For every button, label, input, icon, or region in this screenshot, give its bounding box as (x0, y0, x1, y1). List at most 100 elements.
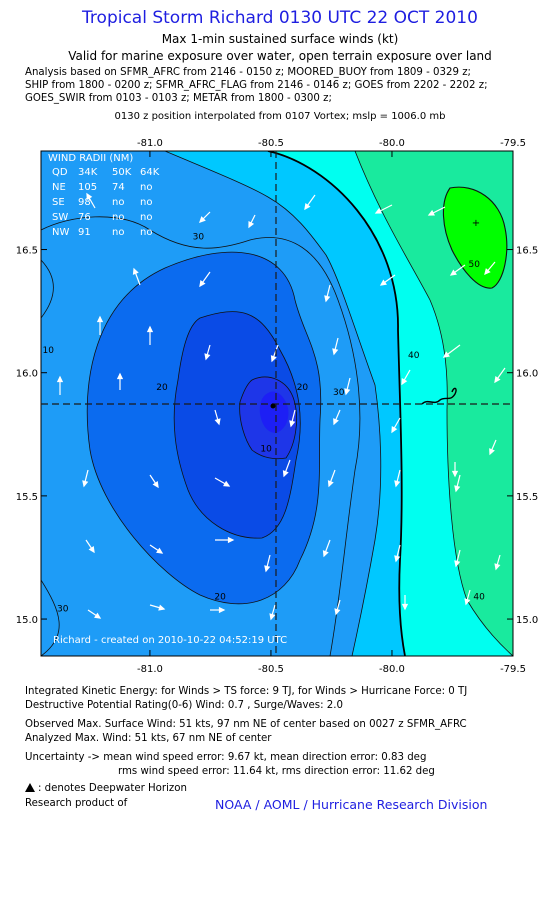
contour-line-50 (354, 151, 513, 656)
wind-arrow-head (494, 376, 501, 384)
wind-radii-cell: 76 (78, 212, 91, 223)
wind-arrow-head (442, 351, 450, 358)
wind-radii-cell: no (140, 212, 152, 223)
contour-line-60 (442, 186, 508, 289)
wind-radii-header: 34K (78, 167, 98, 178)
analysis-line-3: GOES_SWIR from 0103 - 0103 z; METAR from… (25, 93, 332, 104)
wind-arrow-head (324, 295, 331, 303)
contour-label: 20 (297, 383, 309, 393)
y-tick-label-left: 15.5 (16, 492, 38, 503)
wind-radii-cell: no (112, 212, 124, 223)
contour-label: 20 (156, 383, 168, 393)
wind-arrow-head (214, 418, 221, 426)
dpr-line: Destructive Potential Rating(0-6) Wind: … (25, 700, 343, 711)
contour-line-20 (173, 311, 301, 539)
analysis-line-2: SHIP from 1800 - 0200 z; SFMR_AFRC_FLAG … (25, 80, 488, 91)
y-tick-label-right: 15.5 (516, 492, 538, 503)
noaa-aoml-link[interactable]: NOAA / AOML / Hurricane Research Divisio… (215, 797, 488, 812)
wind-arrow-head (489, 448, 495, 456)
contour-line-34kt (267, 151, 406, 656)
wind-arrow-head (56, 375, 64, 383)
wind-radii-cell: 74 (112, 182, 125, 193)
x-tick-label-bottom: -81.0 (137, 664, 163, 675)
wind-arrow-head (333, 418, 339, 426)
wind-radii-cell: no (140, 197, 152, 208)
wind-arrow-head (82, 480, 89, 488)
analysis-line-1: Analysis based on SFMR_AFRC from 2146 - … (25, 67, 471, 78)
wind-arrow-head (289, 420, 296, 428)
uncertainty-line-1: Uncertainty -> mean wind speed error: 9.… (25, 752, 427, 763)
wind-arrow-head (391, 426, 398, 434)
contour-line-30-east (164, 151, 382, 656)
wind-radii-cell: 98 (78, 197, 91, 208)
wind-radii-title: WIND RADII (NM) (48, 153, 133, 164)
position-line: 0130 z position interpolated from 0107 V… (114, 111, 446, 122)
wind-arrow-head (322, 550, 329, 558)
wind-arrow-head (88, 546, 95, 554)
contour-label: 40 (473, 592, 485, 602)
contour-line-core (239, 376, 297, 460)
contour-line-10 (86, 251, 322, 605)
contour-line-outer-10 (41, 259, 60, 656)
wind-arrow-head (146, 325, 154, 333)
wind-arrow-head (156, 547, 164, 554)
wind-arrow-head (116, 372, 124, 380)
wind-radii-cell: no (140, 182, 152, 193)
analyzed-max-line: Analyzed Max. Wind: 51 kts, 67 nm NE of … (25, 733, 272, 744)
ike-line: Integrated Kinetic Energy: for Winds > T… (25, 686, 468, 697)
field-band-60 (443, 187, 507, 289)
wind-arrow-head (494, 563, 501, 571)
wind-arrow-head (484, 268, 491, 276)
wind-radii-cell: SE (52, 197, 65, 208)
wind-arrow-head (94, 612, 102, 619)
y-tick-label-right: 16.0 (516, 369, 538, 380)
contour-label: 10 (43, 346, 55, 356)
y-tick-label-left: 16.5 (16, 246, 38, 257)
y-tick-label-left: 16.0 (16, 369, 38, 380)
wind-arrow-head (269, 613, 276, 621)
x-tick-label-top: -79.5 (500, 138, 526, 149)
wind-arrow-head (332, 348, 339, 356)
wind-arrow-head (223, 480, 231, 487)
research-line: Research product of (25, 798, 128, 809)
deepwater-legend-text: : denotes Deepwater Horizon (38, 783, 187, 794)
wind-radii-header: 64K (140, 167, 160, 178)
contour-label: 40 (408, 351, 420, 361)
wind-radii-header: QD (52, 167, 68, 178)
chart-title: Tropical Storm Richard 0130 UTC 22 OCT 2… (82, 8, 478, 28)
wind-radii-cell: 91 (78, 227, 91, 238)
wind-arrow-head (454, 560, 461, 568)
wind-arrow-head (199, 216, 206, 223)
chart-subtitle-units: Max 1-min sustained surface winds (kt) (161, 32, 399, 46)
contour-label: 30 (333, 388, 345, 398)
wind-arrow-head (152, 481, 159, 489)
contour-label: 50 (469, 260, 481, 270)
wind-arrow-head (451, 470, 459, 478)
x-tick-label-bottom: -79.5 (500, 664, 526, 675)
contour-label: 10 (260, 445, 272, 455)
chart-credit: Richard - created on 2010-10-22 04:52:19… (53, 635, 287, 646)
wind-arrow-head (227, 536, 235, 544)
field-band-20-30 (174, 311, 301, 539)
x-tick-label-top: -80.5 (258, 138, 284, 149)
y-tick-label-left: 15.0 (16, 615, 38, 626)
max-wind-marker: + (472, 218, 480, 229)
wind-radii-cell: NW (52, 227, 69, 238)
wind-arrow-head (282, 470, 289, 478)
x-tick-label-bottom: -80.5 (258, 664, 284, 675)
contour-line-outer-20 (41, 216, 361, 656)
wind-arrow-head (327, 480, 334, 488)
wind-radii-cell: SW (52, 212, 68, 223)
wind-radii-cell: no (112, 227, 124, 238)
wind-radii-cell: no (112, 197, 124, 208)
deepwater-legend: : denotes Deepwater Horizon (25, 783, 187, 794)
uncertainty-line-2: rms wind speed error: 11.64 kt, rms dire… (118, 766, 435, 777)
wind-arrow-head (401, 378, 408, 386)
wind-radii-cell: 105 (78, 182, 97, 193)
contour-label: 30 (193, 233, 205, 243)
contour-label: 30 (57, 605, 69, 615)
wind-arrow-head (158, 604, 166, 611)
contour-label: 20 (214, 592, 226, 602)
wind-radii-cell: no (140, 227, 152, 238)
